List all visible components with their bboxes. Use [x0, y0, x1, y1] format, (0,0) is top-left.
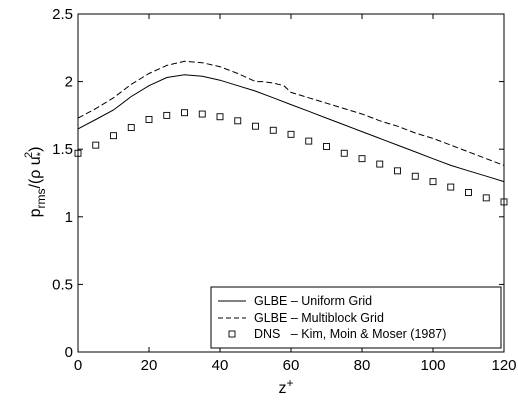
y-axis-label-star: * — [35, 151, 47, 156]
legend-label-multiblock: GLBE – Multiblock Grid — [254, 311, 384, 325]
legend-label-dns: DNS – Kim, Moin & Moser (1987) — [254, 327, 446, 341]
x-axis-label: z+ — [278, 376, 293, 397]
y-axis-label-rms: rms — [34, 189, 48, 209]
dns-data-point — [234, 117, 242, 125]
dns-data-point — [465, 189, 472, 196]
dns-data-point — [411, 172, 419, 180]
dns-data-point — [358, 155, 366, 163]
dns-data-point — [145, 116, 153, 123]
dns-data-point — [269, 126, 277, 134]
y-axis-label-mid: /(ρ u — [27, 156, 44, 188]
legend-swatch-dns — [228, 330, 236, 338]
y-axis-label-p: p — [27, 208, 44, 217]
y-tick-label: 1.5 — [52, 141, 73, 158]
dns-data-point — [74, 149, 82, 157]
x-tick-label: 120 — [491, 357, 516, 374]
legend-label-uniform: GLBE – Uniform Grid — [254, 294, 372, 308]
dns-data-point — [447, 183, 455, 191]
dns-data-point — [181, 109, 188, 117]
x-tick-label: 100 — [420, 357, 445, 374]
dns-data-point — [394, 167, 401, 175]
dns-data-point — [340, 149, 348, 157]
dns-data-point — [376, 160, 384, 168]
legend-box — [210, 286, 502, 349]
y-axis-label-two: 2 — [23, 152, 35, 158]
x-tick-label: 20 — [141, 357, 158, 374]
y-axis-label-close: ) — [27, 147, 44, 152]
dns-data-point — [287, 130, 295, 138]
y-tick-label: 2.5 — [52, 6, 73, 23]
multiblock-grid-line — [77, 60, 505, 166]
dns-data-point — [92, 141, 100, 149]
y-tick-label: 2 — [65, 74, 73, 91]
y-tick-label: 0.5 — [52, 276, 73, 293]
x-tick-label: 40 — [212, 357, 229, 374]
dns-data-point — [323, 143, 330, 150]
series-layer — [74, 60, 508, 206]
dns-data-point — [127, 124, 135, 132]
dns-data-point — [482, 194, 490, 202]
dns-data-point — [110, 132, 117, 140]
y-axis-label: prms/(ρ u*2) — [23, 147, 48, 218]
legend: GLBE – Uniform Grid GLBE – Multiblock Gr… — [210, 286, 502, 349]
y-tick-label: 1 — [65, 209, 73, 226]
y-tick-label: 0 — [65, 344, 73, 361]
x-tick-label: 60 — [283, 357, 300, 374]
dns-data-point — [252, 122, 259, 130]
dns-data-point — [216, 113, 224, 121]
dns-data-point — [305, 137, 313, 145]
dns-data-point — [198, 110, 206, 118]
x-axis-label-sup: + — [286, 376, 293, 390]
x-axis-label-z: z — [278, 380, 286, 397]
dns-data-point — [429, 178, 437, 186]
dns-data-point — [500, 198, 508, 206]
uniform-grid-line — [77, 74, 505, 183]
dns-data-point — [163, 111, 171, 119]
axis-ticks: 0 20 40 60 80 100 120 0 0.5 1 1.5 2 2.5 — [52, 6, 516, 374]
x-tick-label: 80 — [354, 357, 371, 374]
x-tick-label: 0 — [74, 357, 82, 374]
